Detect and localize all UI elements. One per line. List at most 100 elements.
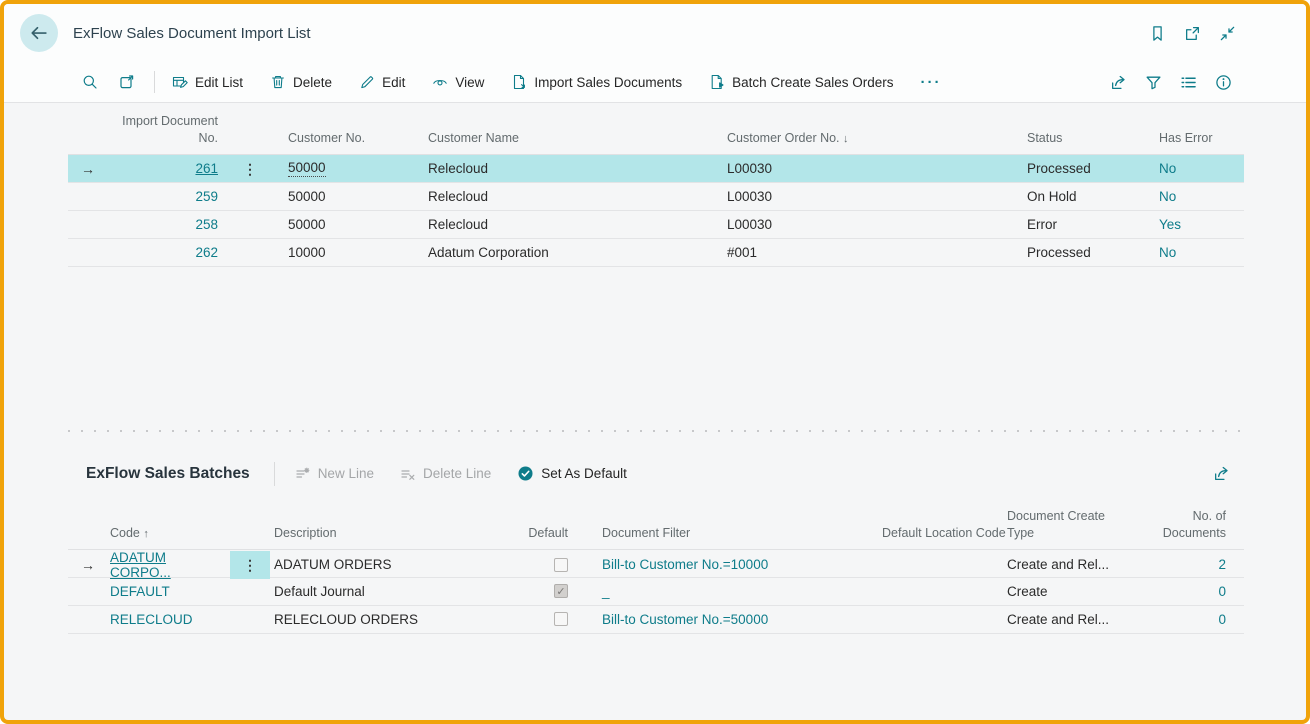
import-document-no-link[interactable]: 261 — [195, 161, 218, 176]
default-checkbox[interactable]: ✓ — [554, 584, 568, 598]
column-header-customer-order-no[interactable]: Customer Order No. ↓ — [727, 130, 1027, 147]
status-cell: Processed — [1027, 245, 1159, 260]
batch-create-sales-orders-button[interactable]: Batch Create Sales Orders — [709, 74, 893, 90]
document-filter-link[interactable]: Bill-to Customer No.=10000 — [602, 557, 768, 572]
customer-no-cell: 50000 — [272, 217, 408, 232]
column-header-document-filter[interactable]: Document Filter — [602, 525, 882, 542]
new-line-icon — [295, 466, 311, 482]
edit-label: Edit — [382, 75, 405, 90]
analysis-mode-icon[interactable] — [119, 74, 135, 90]
no-of-documents-link[interactable]: 2 — [1218, 557, 1226, 572]
selected-row-marker: → — [68, 557, 108, 573]
view-button[interactable]: View — [432, 74, 484, 90]
table-row[interactable]: → ADATUM CORPO... ⋮ ADATUM ORDERS ✓ Bill… — [68, 550, 1244, 578]
app-window: ExFlow Sales Document Import List — [0, 0, 1310, 724]
bookmark-icon[interactable] — [1149, 25, 1166, 42]
batches-header-row: Code ↑ Description Default Document Filt… — [68, 498, 1244, 550]
batches-panel-title: ExFlow Sales Batches — [86, 465, 250, 483]
new-line-button[interactable]: New Line — [295, 466, 374, 482]
table-row[interactable]: 258 50000 Relecloud L00030 Error Yes — [68, 211, 1244, 239]
customer-name-cell: Relecloud — [408, 189, 727, 204]
edit-button[interactable]: Edit — [359, 74, 405, 90]
row-context-menu-button[interactable]: ⋮ — [228, 155, 272, 183]
import-document-no-link[interactable]: 259 — [195, 189, 218, 204]
search-icon[interactable] — [82, 74, 98, 90]
table-row[interactable]: 259 50000 Relecloud L00030 On Hold No — [68, 183, 1244, 211]
back-button[interactable] — [20, 14, 58, 52]
delete-line-button[interactable]: Delete Line — [400, 466, 491, 482]
delete-label: Delete — [293, 75, 332, 90]
share-icon[interactable] — [1110, 74, 1127, 91]
batch-code-link[interactable]: ADATUM CORPO... — [110, 550, 171, 580]
customer-no-cell: 50000 — [272, 189, 408, 204]
no-of-documents-link[interactable]: 0 — [1218, 612, 1226, 627]
page-title: ExFlow Sales Document Import List — [73, 25, 311, 42]
more-options-button[interactable]: ··· — [921, 74, 942, 91]
default-checkbox[interactable]: ✓ — [554, 612, 568, 626]
column-header-document-create-type[interactable]: Document Create Type — [1007, 508, 1129, 542]
filter-icon[interactable] — [1145, 74, 1162, 91]
row-context-menu-button[interactable]: ⋮ — [230, 551, 270, 579]
customer-order-no-cell: L00030 — [727, 217, 1027, 232]
document-create-type-cell: Create — [1007, 584, 1129, 599]
delete-icon — [270, 74, 286, 90]
default-checkbox[interactable]: ✓ — [554, 558, 568, 572]
batch-code-link[interactable]: DEFAULT — [110, 584, 170, 599]
has-error-link[interactable]: Yes — [1159, 217, 1181, 232]
batch-create-icon — [709, 74, 725, 90]
edit-list-icon — [172, 74, 188, 90]
column-header-import-document-no[interactable]: Import Document No. — [108, 113, 228, 147]
document-create-type-cell: Create and Rel... — [1007, 557, 1129, 572]
column-header-no-of-documents[interactable]: No. of Documents — [1129, 508, 1244, 542]
customer-name-cell: Relecloud — [408, 217, 727, 232]
has-error-link[interactable]: No — [1159, 245, 1176, 260]
import-list-header-row: Import Document No. Customer No. Custome… — [68, 103, 1244, 155]
table-row[interactable]: → 261 ⋮ 50000 Relecloud L00030 Processed… — [68, 155, 1244, 183]
column-header-customer-name[interactable]: Customer Name — [408, 130, 727, 147]
pop-out-icon[interactable] — [1184, 25, 1201, 42]
toolbar-divider — [154, 71, 155, 93]
import-documents-icon — [511, 74, 527, 90]
delete-button[interactable]: Delete — [270, 74, 332, 90]
customer-no-cell[interactable]: 50000 — [288, 160, 326, 177]
column-header-default[interactable]: Default — [510, 525, 568, 542]
edit-list-label: Edit List — [195, 75, 243, 90]
sort-ascending-icon: ↑ — [143, 528, 149, 540]
back-arrow-icon — [29, 23, 49, 43]
list-view-icon[interactable] — [1180, 74, 1197, 91]
edit-icon — [359, 74, 375, 90]
column-header-description[interactable]: Description — [270, 525, 510, 542]
has-error-link[interactable]: No — [1159, 161, 1176, 176]
batches-toolbar-divider — [274, 462, 275, 486]
customer-name-cell: Adatum Corporation — [408, 245, 727, 260]
column-header-default-location-code[interactable]: Default Location Code — [882, 525, 1007, 542]
table-row[interactable]: 262 10000 Adatum Corporation #001 Proces… — [68, 239, 1244, 267]
column-header-status[interactable]: Status — [1027, 130, 1159, 147]
import-sales-documents-button[interactable]: Import Sales Documents — [511, 74, 682, 90]
document-filter-link[interactable]: Bill-to Customer No.=50000 — [602, 612, 768, 627]
column-header-code[interactable]: Code ↑ — [108, 525, 230, 542]
import-document-no-link[interactable]: 262 — [195, 245, 218, 260]
import-document-no-link[interactable]: 258 — [195, 217, 218, 232]
table-row[interactable]: RELECLOUD RELECLOUD ORDERS ✓ Bill-to Cus… — [68, 606, 1244, 634]
batch-create-sales-orders-label: Batch Create Sales Orders — [732, 75, 893, 90]
description-cell: ADATUM ORDERS — [270, 557, 510, 572]
import-sales-documents-label: Import Sales Documents — [534, 75, 682, 90]
batches-table: Code ↑ Description Default Document Filt… — [68, 498, 1244, 634]
customer-order-no-cell: #001 — [727, 245, 1027, 260]
collapse-icon[interactable] — [1219, 25, 1236, 42]
column-header-has-error[interactable]: Has Error — [1159, 130, 1244, 147]
table-row[interactable]: DEFAULT Default Journal ✓ _ Create 0 — [68, 578, 1244, 606]
no-of-documents-link[interactable]: 0 — [1218, 584, 1226, 599]
set-as-default-button[interactable]: Set As Default — [517, 465, 627, 482]
has-error-link[interactable]: No — [1159, 189, 1176, 204]
customer-name-cell: Relecloud — [408, 161, 727, 176]
batch-code-link[interactable]: RELECLOUD — [110, 612, 193, 627]
document-filter-link[interactable]: _ — [602, 584, 610, 599]
share-icon[interactable] — [1213, 465, 1244, 482]
edit-list-button[interactable]: Edit List — [172, 74, 243, 90]
status-cell: Error — [1027, 217, 1159, 232]
part-divider — [68, 430, 1244, 432]
column-header-customer-no[interactable]: Customer No. — [272, 130, 408, 147]
info-icon[interactable] — [1215, 74, 1232, 91]
